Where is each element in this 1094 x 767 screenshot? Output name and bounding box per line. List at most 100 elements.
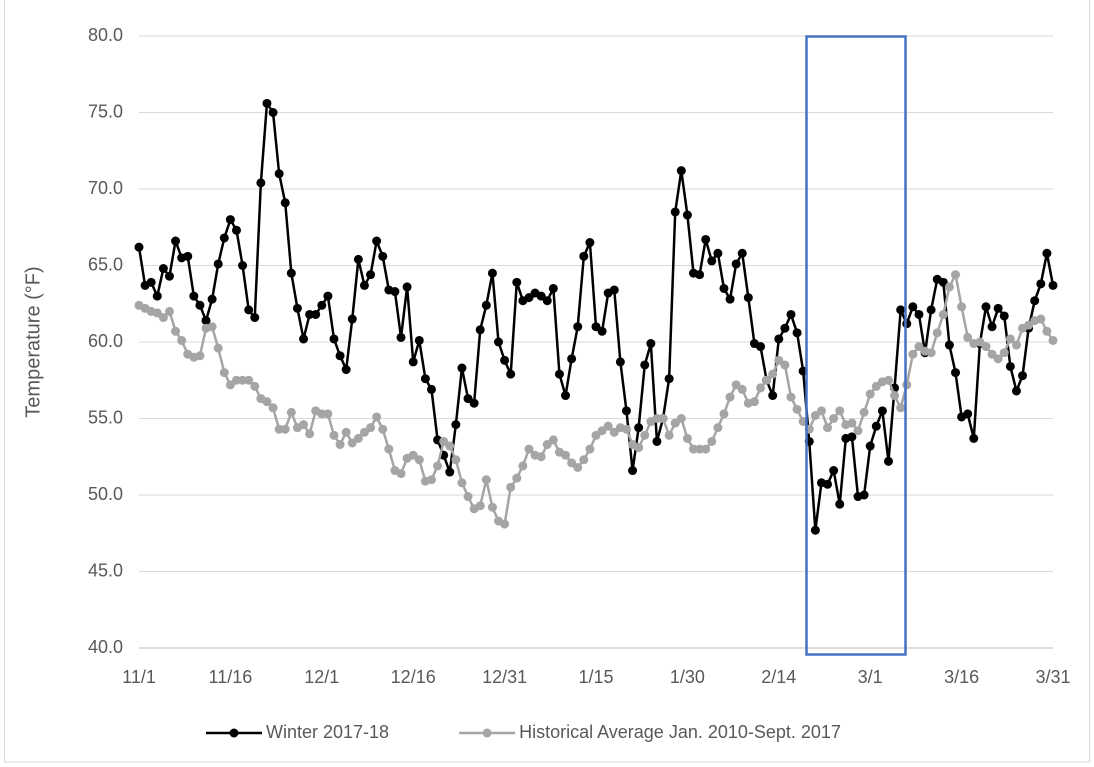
data-point: [749, 397, 759, 407]
y-tick-label: 80.0: [88, 25, 123, 45]
data-point: [634, 443, 644, 453]
data-point: [378, 251, 388, 261]
data-point: [883, 375, 893, 385]
data-point: [725, 294, 735, 304]
data-point: [823, 479, 833, 489]
data-point: [1011, 340, 1021, 350]
legend-label: Winter 2017-18: [266, 722, 389, 742]
data-point: [908, 349, 918, 359]
data-point: [177, 335, 187, 345]
data-point: [774, 334, 784, 344]
data-point: [158, 264, 168, 274]
data-point: [701, 234, 711, 244]
data-point: [548, 283, 558, 293]
data-point: [335, 351, 345, 361]
data-point: [963, 332, 973, 342]
x-tick-label: 12/16: [391, 667, 436, 687]
data-point: [1011, 386, 1021, 396]
data-point: [329, 334, 339, 344]
x-tick-label: 11/16: [209, 667, 253, 687]
data-point: [877, 406, 887, 416]
data-point: [957, 302, 967, 312]
y-tick-label: 75.0: [88, 101, 123, 121]
data-point: [146, 277, 156, 287]
data-point: [311, 309, 321, 319]
data-point: [445, 441, 455, 451]
data-point: [829, 414, 839, 423]
data-point: [475, 501, 485, 511]
data-point: [201, 316, 211, 326]
data-point: [932, 328, 942, 338]
data-point: [561, 391, 571, 401]
data-point: [225, 215, 235, 225]
data-point: [183, 251, 193, 261]
data-point: [664, 374, 674, 384]
legend-label: Historical Average Jan. 2010-Sept. 2017: [519, 722, 841, 742]
data-point: [695, 270, 705, 280]
data-point: [1036, 279, 1046, 289]
x-tick-label: 2/14: [761, 667, 796, 687]
data-point: [707, 436, 717, 446]
data-point: [1018, 371, 1028, 381]
data-point: [609, 285, 619, 295]
data-point: [835, 406, 845, 416]
data-point: [896, 403, 906, 413]
data-point: [1036, 314, 1046, 324]
data-point: [1005, 334, 1015, 344]
data-point: [865, 389, 875, 399]
data-point: [384, 444, 394, 454]
data-point: [628, 466, 638, 476]
data-point: [451, 420, 461, 430]
data-point: [847, 432, 857, 442]
x-tick-label: 11/1: [122, 667, 156, 687]
data-point: [299, 334, 309, 344]
data-point: [238, 261, 248, 270]
y-tick-label: 60.0: [88, 331, 123, 351]
data-point: [640, 360, 650, 370]
data-point: [1048, 335, 1058, 345]
data-point: [457, 363, 467, 373]
legend-marker: [229, 728, 239, 738]
data-point: [658, 414, 668, 423]
data-point: [512, 473, 522, 483]
data-point: [999, 348, 1009, 358]
data-point: [786, 309, 796, 319]
data-point: [713, 423, 723, 433]
data-point: [871, 421, 881, 431]
data-point: [914, 309, 924, 319]
data-point: [810, 525, 820, 535]
data-point: [719, 409, 729, 419]
data-point: [756, 383, 766, 393]
data-point: [725, 392, 735, 402]
data-point: [341, 365, 351, 375]
data-point: [1005, 361, 1015, 371]
data-point: [378, 424, 388, 434]
data-point: [762, 375, 772, 385]
data-point: [353, 254, 363, 264]
data-point: [280, 424, 290, 434]
data-point: [701, 444, 711, 454]
data-point: [780, 323, 790, 333]
data-point: [231, 225, 241, 235]
data-point: [390, 287, 400, 297]
data-point: [896, 305, 906, 315]
data-point: [768, 391, 778, 401]
x-tick-label: 12/31: [482, 667, 527, 687]
data-point: [981, 302, 991, 312]
data-point: [792, 328, 802, 338]
x-tick-label: 1/30: [670, 667, 705, 687]
data-point: [207, 294, 217, 304]
data-point: [579, 251, 589, 261]
data-point: [256, 178, 266, 188]
data-point: [664, 430, 674, 440]
data-point: [171, 236, 181, 246]
data-point: [908, 302, 918, 312]
data-point: [244, 305, 254, 315]
data-point: [786, 392, 796, 402]
data-point: [999, 311, 1009, 321]
x-tick-label: 3/1: [858, 667, 883, 687]
data-point: [554, 369, 564, 379]
x-tick-label: 1/15: [578, 667, 613, 687]
data-point: [993, 354, 1003, 364]
data-point: [853, 426, 863, 436]
